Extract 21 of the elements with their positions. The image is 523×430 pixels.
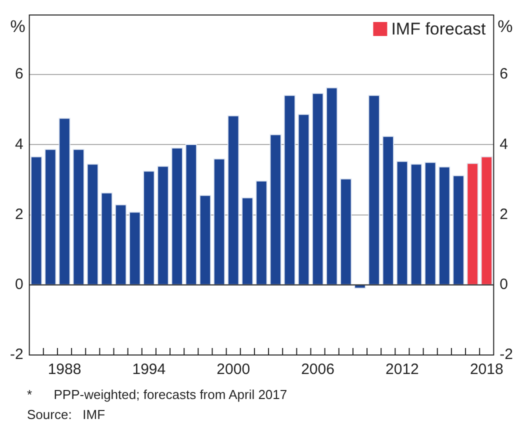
y2-tick-label: 4 (500, 136, 508, 153)
x-tick-label: 2012 (386, 361, 419, 378)
y-axis-title: % (10, 17, 26, 36)
text: * PPP-weighted; forecasts from April 2017 (27, 386, 288, 404)
x-tick-label: 2006 (301, 361, 334, 378)
x-tick-label: 2018 (470, 361, 504, 378)
y-tick-label: 0 (14, 276, 24, 294)
y-tick-label: 2 (14, 206, 24, 223)
y-tick-label: 6 (14, 66, 24, 83)
y-tick-label: 4 (14, 136, 24, 153)
legend-label: IMF forecast (391, 20, 486, 39)
y2-tick-label: 0 (500, 276, 508, 294)
y2-tick-label: 6 (500, 66, 508, 83)
y2-axis-title: % (498, 17, 513, 36)
x-tick-label: 1994 (132, 361, 166, 378)
x-tick-label: 2000 (216, 361, 250, 378)
y2-tick-label: 2 (500, 206, 508, 223)
y2-tick-label: -2 (500, 346, 514, 364)
y-tick-label: -2 (10, 346, 24, 364)
source-note: Source: IMF (27, 406, 106, 424)
x-tick-label: 1988 (48, 361, 82, 378)
